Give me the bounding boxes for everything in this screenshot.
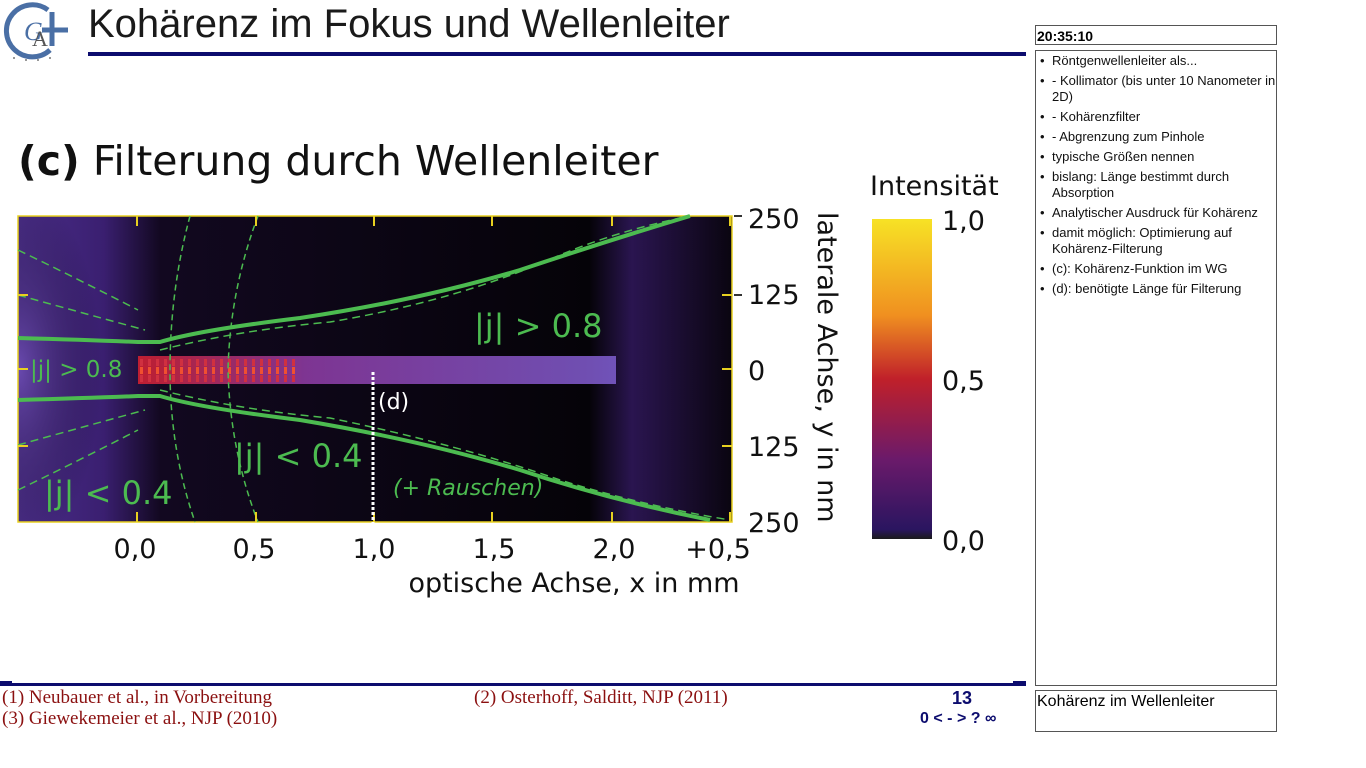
figure-panel-title: Filterung durch Wellenleiter bbox=[92, 137, 659, 185]
nav-first-button[interactable]: 0 bbox=[920, 710, 929, 727]
page-number: 13 bbox=[951, 688, 973, 708]
svg-text:G: G bbox=[24, 17, 43, 46]
nav-help-button[interactable]: ? bbox=[970, 710, 981, 727]
y-tick-label: 125 bbox=[748, 432, 800, 463]
reference-3: (3) Giewekemeier et al., NJP (2010) bbox=[2, 708, 278, 729]
presenter-notes-panel: Röntgenwellenleiter als... - Kollimator … bbox=[1035, 50, 1277, 686]
annotation-gt-left: |j| > 0.8 bbox=[30, 357, 122, 383]
y-tick-label: 0 bbox=[748, 356, 765, 387]
x-tick-label: 2,0 bbox=[593, 534, 636, 565]
note-item: Analytischer Ausdruck für Kohärenz bbox=[1036, 205, 1276, 221]
coherence-contours bbox=[17, 214, 731, 523]
next-slide-title: Kohärenz im Wellenleiter bbox=[1035, 690, 1277, 732]
y-tick-label: 250 bbox=[748, 204, 800, 235]
colorbar-tick: 1,0 bbox=[942, 206, 985, 237]
nav-next-button[interactable]: > bbox=[956, 710, 967, 727]
note-item: (d): benötigte Länge für Filterung bbox=[1036, 281, 1276, 297]
figure-subheading: (c) Filterung durch Wellenleiter bbox=[18, 137, 658, 185]
colorbar-title: Intensität bbox=[870, 171, 999, 202]
nav-prev-button[interactable]: < bbox=[933, 710, 943, 727]
x-axis-label: optische Achse, x in mm bbox=[408, 568, 739, 599]
note-item: - Abgrenzung zum Pinhole bbox=[1036, 129, 1276, 145]
slide-navigation: 0 < - > ? ∞ bbox=[920, 710, 996, 728]
colorbar-tick: 0,0 bbox=[942, 526, 985, 557]
annotation-lt-mid: |j| < 0.4 bbox=[234, 437, 363, 475]
note-item: damit möglich: Optimierung auf Kohärenz-… bbox=[1036, 225, 1276, 257]
x-tick-label: 0,5 bbox=[233, 534, 276, 565]
footer-rule-cap-right bbox=[1013, 681, 1026, 685]
y-axis-ticks bbox=[18, 294, 732, 447]
colorbar bbox=[872, 219, 932, 539]
note-item: - Kohärenzfilter bbox=[1036, 109, 1276, 125]
waveguide-beam bbox=[138, 356, 616, 384]
x-tick-label: 0,0 bbox=[114, 534, 157, 565]
university-seal-logo: G A bbox=[3, 2, 68, 61]
beam-speckle-pattern bbox=[140, 359, 295, 382]
coherence-filtering-figure: |j| > 0.8 |j| > 0.8 |j| < 0.4 |j| < 0.4 … bbox=[17, 171, 999, 599]
x-tick-label: 1,5 bbox=[473, 534, 516, 565]
slide-title: Kohärenz im Fokus und Wellenleiter bbox=[88, 2, 730, 46]
x-tick-label: 1,0 bbox=[353, 534, 396, 565]
note-item: bislang: Länge bestimmt durch Absorption bbox=[1036, 169, 1276, 201]
notes-list: Röntgenwellenleiter als... - Kollimator … bbox=[1036, 53, 1276, 297]
y-axis-label: laterale Achse, y in nm bbox=[811, 212, 842, 523]
reference-1: (1) Neubauer et al., in Vorbereitung bbox=[2, 687, 272, 708]
footer-rule-cap-left bbox=[0, 681, 12, 685]
x-tick-label: +0,5 bbox=[685, 534, 751, 565]
nav-overview-button[interactable]: - bbox=[947, 710, 953, 727]
annotation-lt-left: |j| < 0.4 bbox=[44, 474, 173, 512]
title-underline bbox=[88, 52, 1026, 56]
footer-rule bbox=[0, 683, 1026, 686]
annotation-d: (d) bbox=[378, 390, 409, 415]
note-item: (c): Kohärenz-Funktion im WG bbox=[1036, 261, 1276, 277]
note-item: Röntgenwellenleiter als... bbox=[1036, 53, 1276, 69]
y-tick-label: 250 bbox=[748, 508, 800, 539]
figure-panel-label: (c) bbox=[18, 137, 80, 185]
note-item: typische Größen nennen bbox=[1036, 149, 1276, 165]
nav-last-button[interactable]: ∞ bbox=[984, 710, 997, 727]
y-tick-label: 125 bbox=[748, 280, 800, 311]
annotation-gt-right: |j| > 0.8 bbox=[474, 307, 603, 345]
colorbar-tick: 0,5 bbox=[942, 366, 985, 397]
reference-2: (2) Osterhoff, Salditt, NJP (2011) bbox=[474, 687, 728, 708]
presenter-clock: 20:35:10 bbox=[1035, 25, 1277, 45]
annotation-noise: (+ Rauschen) bbox=[393, 476, 543, 501]
note-item: - Kollimator (bis unter 10 Nanometer in … bbox=[1036, 73, 1276, 105]
